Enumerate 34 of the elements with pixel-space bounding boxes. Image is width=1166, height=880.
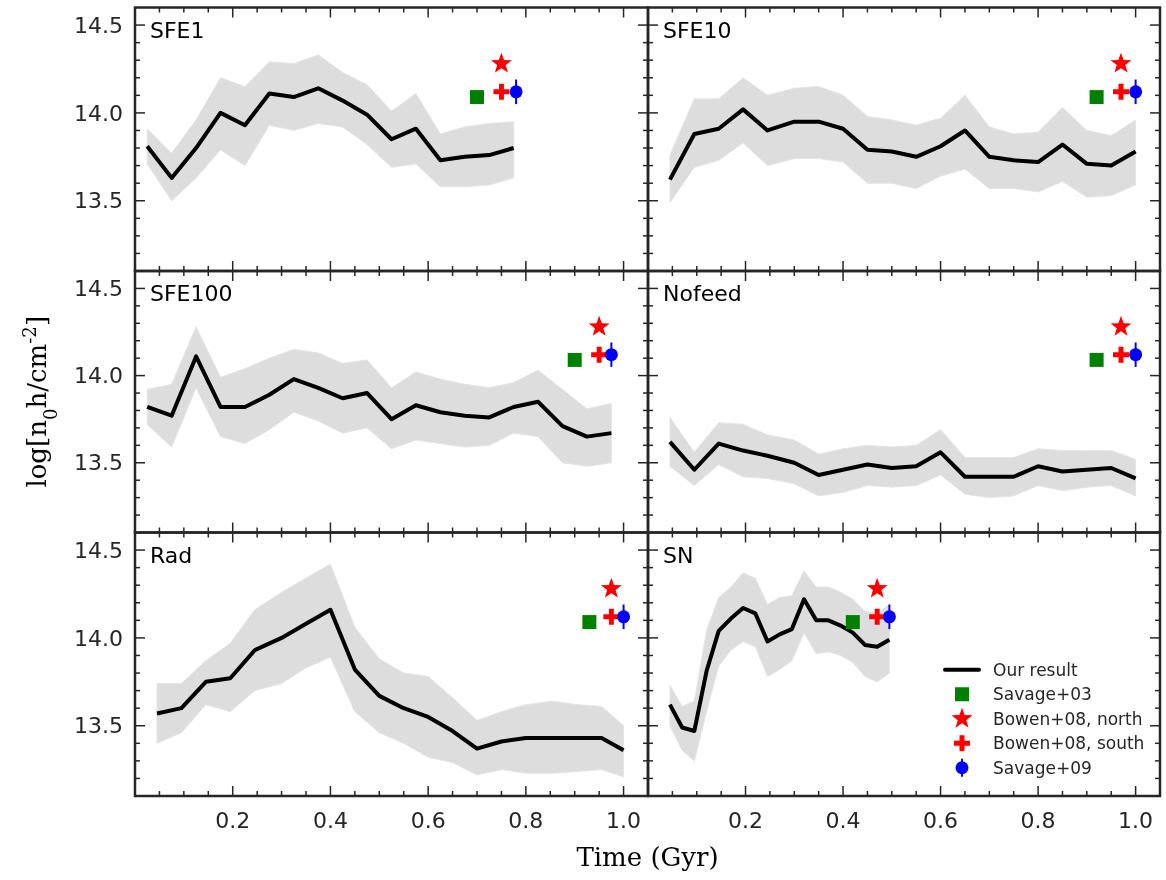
x-tick-label: 0.6: [923, 808, 959, 833]
legend-label: Savage+09: [993, 757, 1092, 778]
x-axis-title: Time (Gyr): [576, 842, 719, 872]
x-tick-label: 1.0: [1118, 808, 1154, 833]
text: SN: [663, 542, 694, 568]
legend-label: Bowen+08, north: [993, 708, 1143, 729]
y-tick-label: 14.5: [74, 276, 123, 302]
y-tick-label: 13.5: [74, 713, 123, 739]
legend-label: Bowen+08, south: [993, 733, 1145, 754]
x-tick-label: 0.2: [728, 808, 764, 833]
y-tick-label: 14.0: [74, 363, 123, 389]
x-tick-label: 0.8: [1020, 808, 1056, 833]
x-tick-label: 0.4: [312, 808, 348, 833]
text: SFE1: [150, 17, 205, 43]
legend-label: Savage+03: [993, 684, 1092, 705]
x-tick-label: 1.0: [606, 808, 642, 833]
y-tick-label: 14.0: [74, 625, 123, 651]
x-tick-label: 0.6: [410, 808, 446, 833]
text: Nofeed: [663, 281, 742, 306]
line-series: [154, 607, 626, 753]
line-series: [145, 354, 614, 439]
text: Rad: [150, 542, 193, 568]
x-tick-label: 0.8: [508, 808, 544, 833]
y-tick-label: 14.0: [74, 100, 123, 126]
text: SFE10: [663, 17, 732, 43]
y-tick-label: 13.5: [74, 188, 123, 214]
y-tick-label: 13.5: [74, 450, 123, 476]
x-tick-label: 0.2: [215, 808, 251, 833]
legend-label: Our result: [993, 659, 1078, 680]
y-tick-label: 14.5: [74, 537, 123, 563]
text: SFE100: [150, 281, 233, 306]
y-tick-label: 14.5: [74, 12, 123, 38]
x-tick-label: 0.4: [825, 808, 861, 833]
line-series: [145, 86, 516, 180]
